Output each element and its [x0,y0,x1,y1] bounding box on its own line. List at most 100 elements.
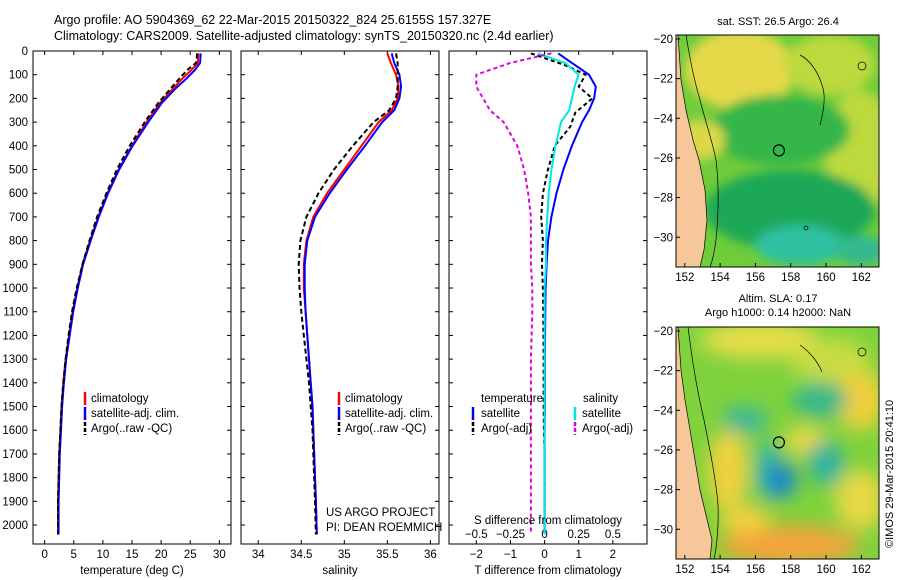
map-y-tick-label: −26 [653,445,673,457]
s-tick-label: −0.5 [465,529,488,541]
x-tick-label: 34.5 [290,549,312,561]
series-argo-raw-qc [297,53,399,535]
difference-legend: temperature satellite Argo(-adj) salinit… [471,393,633,435]
depth-tick-label: 1600 [2,425,28,437]
depth-tick-label: 1300 [2,354,28,366]
sla-land [676,327,713,559]
map-y-tick-label: −26 [653,153,673,165]
legend-climatology: climatology [345,393,403,405]
map-y-tick-label: −30 [653,524,673,536]
temperature-series [57,53,202,535]
depth-tick-label: 300 [9,117,28,129]
map-x-tick-label: 158 [781,272,800,284]
map-y-tick-label: −24 [653,405,673,417]
series-temperature-argo-adj [530,52,594,535]
map-y-tick-label: −24 [653,113,673,125]
depth-tick-label: 1100 [3,307,28,319]
legend-temperature-header: temperature [481,393,543,405]
series-climatology [57,53,200,535]
legend-satellite-adj: satellite-adj. clim. [345,408,433,420]
depth-tick-label: 900 [9,259,28,271]
depth-tick-label: 2000 [2,520,28,532]
legend-t-satellite: satellite [481,408,520,420]
legend-climatology: climatology [91,393,149,405]
map-x-tick-label: 160 [816,564,835,576]
title-line-2: Climatology: CARS2009. Satellite-adjuste… [54,29,554,43]
x-tick-label: 0 [541,549,547,561]
sst-land [676,35,708,267]
sla-isobath [687,327,719,559]
sst-map-image [676,35,879,267]
legend-argo-raw: Argo(..raw -QC) [91,423,172,435]
s-tick-label: 0 [541,529,547,541]
depth-tick-label: 100 [9,70,28,82]
temperature-axis-label: temperature (deg C) [80,565,184,577]
imos-timestamp: ©IMOS 29-Mar-2015 20:41:10 [884,400,896,548]
sst-reef-contour [799,54,825,126]
x-tick-label: 0 [41,549,47,561]
x-tick-label: 10 [96,549,109,561]
s-tick-label: −0.25 [496,529,525,541]
map-x-tick-label: 152 [675,272,694,284]
depth-tick-label: 1800 [2,473,28,485]
difference-series [475,52,597,535]
depth-tick-label: 700 [9,212,28,224]
sst-island [857,61,867,71]
salinity-legend: climatology satellite-adj. clim. Argo(..… [337,392,433,435]
difference-x-axis: −2 −1 0 1 2 −0.5 −0.25 0 0.25 0.5 [465,51,621,561]
depth-tick-label: 1200 [2,330,28,342]
x-tick-label: 2 [610,549,616,561]
difference-top-axis-label: S difference from climatology [474,515,622,527]
sla-map-frame [675,326,880,560]
depth-tick-label: 1900 [2,496,28,508]
x-tick-label: 36 [424,549,437,561]
x-tick-label: 5 [71,549,77,561]
depth-tick-label: 0 [22,46,28,58]
series-salinity-argo-adj [475,52,552,535]
sla-map-axes: 152 154 156 158 160 162 −20 −22 −24 −26 −28 −30 [653,326,870,576]
sst-isobath [685,35,719,267]
series-climatology [302,53,400,535]
project-label: US ARGO PROJECT [326,507,435,519]
salinity-series [297,53,403,535]
x-tick-label: 20 [155,549,168,561]
map-x-tick-label: 156 [746,564,765,576]
depth-tick-label: 400 [9,141,28,153]
s-tick-label: 0.25 [568,529,590,541]
sla-map-title-1: Altim. SLA: 0.17 [739,293,818,305]
sla-argo-marker [772,436,786,449]
sst-map-title: sat. SST: 26.5 Argo: 26.4 [717,16,839,28]
x-tick-label: 34 [252,549,265,561]
map-y-tick-label: −20 [653,34,673,46]
series-satellite-adj-clim [303,53,403,535]
depth-tick-label: 1000 [2,283,28,295]
map-y-tick-label: −28 [653,193,673,205]
depth-tick-label: 800 [9,236,28,248]
sst-map-frame [675,34,880,268]
map-y-tick-label: −20 [653,326,673,338]
series-salinity-satellite [537,52,580,535]
sla-reef-contour [799,344,823,373]
legend-satellite-adj: satellite-adj. clim. [91,408,179,420]
series-satellite-adj-clim [57,53,202,535]
map-x-tick-label: 152 [675,564,694,576]
salinity-x-axis: 34 34.5 35 35.5 36 [252,51,437,561]
sla-island [857,347,867,357]
x-tick-label: 15 [126,549,139,561]
sla-map-image [676,327,879,559]
map-x-tick-label: 154 [711,564,731,576]
map-x-tick-label: 158 [781,564,800,576]
pi-label: PI: DEAN ROEMMICH [326,522,442,534]
legend-s-satellite: satellite [582,408,621,420]
difference-panel-frame [448,50,648,545]
x-tick-label: −2 [470,549,483,561]
sst-argo-marker [772,144,786,157]
difference-axis-label: T difference from climatology [474,565,621,577]
depth-tick-label: 1700 [2,449,28,461]
salinity-panel-frame [240,50,440,545]
legend-argo-raw: Argo(..raw -QC) [345,423,426,435]
depth-tick-label: 1400 [2,378,28,390]
legend-s-argo: Argo(-adj) [582,423,633,435]
legend-t-argo: Argo(-adj) [481,423,532,435]
